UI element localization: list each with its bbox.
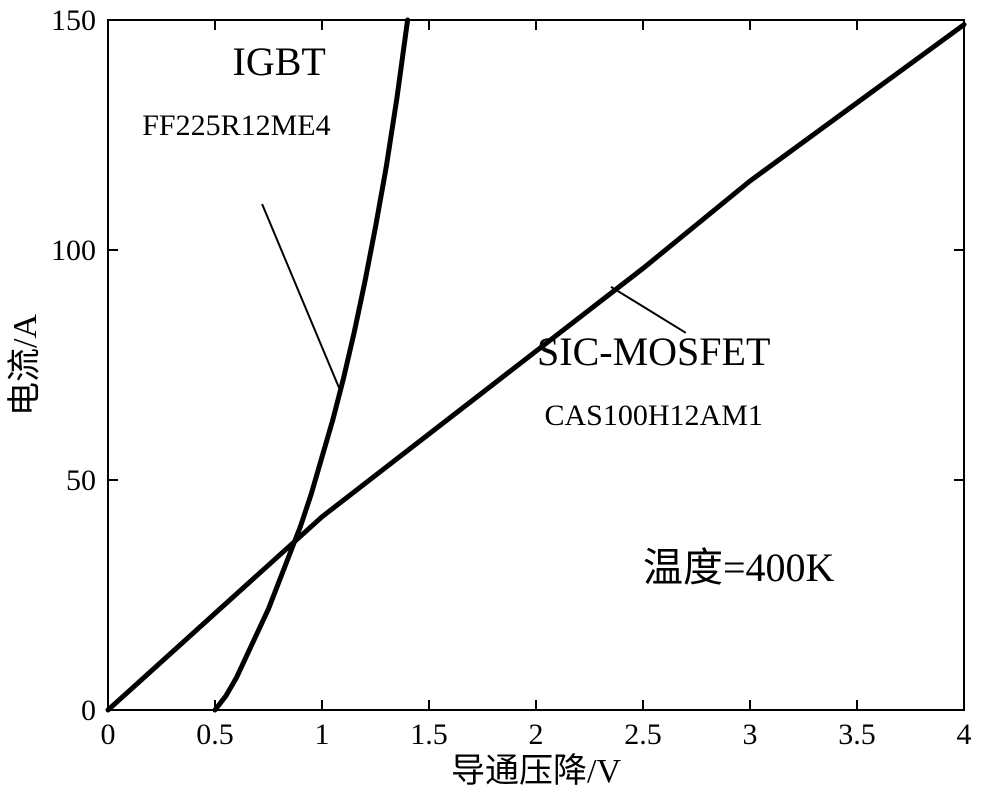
x-tick-label: 4	[957, 718, 972, 751]
series-label-igbt: IGBT	[233, 39, 326, 84]
y-axis-label: 电流/A	[6, 314, 44, 416]
x-tick-label: 0.5	[196, 718, 234, 751]
iv-curve-chart: 0 0.5 1 1.5 2 2.5 3 3.5 4 0 50 100 150 导通压降/V 电流/A IGBT…	[0, 0, 1000, 805]
series-part-igbt: FF225R12ME4	[142, 109, 330, 142]
x-axis-label: 导通压降/V	[451, 752, 621, 790]
x-tick-label: 2.5	[624, 718, 662, 751]
x-tick-label: 0	[101, 718, 116, 751]
x-tick-label: 1	[315, 718, 330, 751]
x-tick-label: 2	[529, 718, 544, 751]
y-tick-label: 50	[66, 464, 96, 497]
chart-container: 0 0.5 1 1.5 2 2.5 3 3.5 4 0 50 100 150 导通压降/V 电流/A IGBT…	[0, 0, 1000, 805]
temperature-annotation: 温度=400K	[643, 545, 835, 590]
y-tick-label: 100	[51, 234, 96, 267]
y-tick-label: 0	[81, 694, 96, 727]
x-tick-label: 3.5	[838, 718, 876, 751]
series-part-sic-mosfet: CAS100H12AM1	[545, 399, 763, 432]
x-tick-label: 1.5	[410, 718, 448, 751]
y-tick-label: 150	[51, 4, 96, 37]
series-label-sic-mosfet: SIC-MOSFET	[537, 329, 770, 374]
x-tick-label: 3	[743, 718, 758, 751]
